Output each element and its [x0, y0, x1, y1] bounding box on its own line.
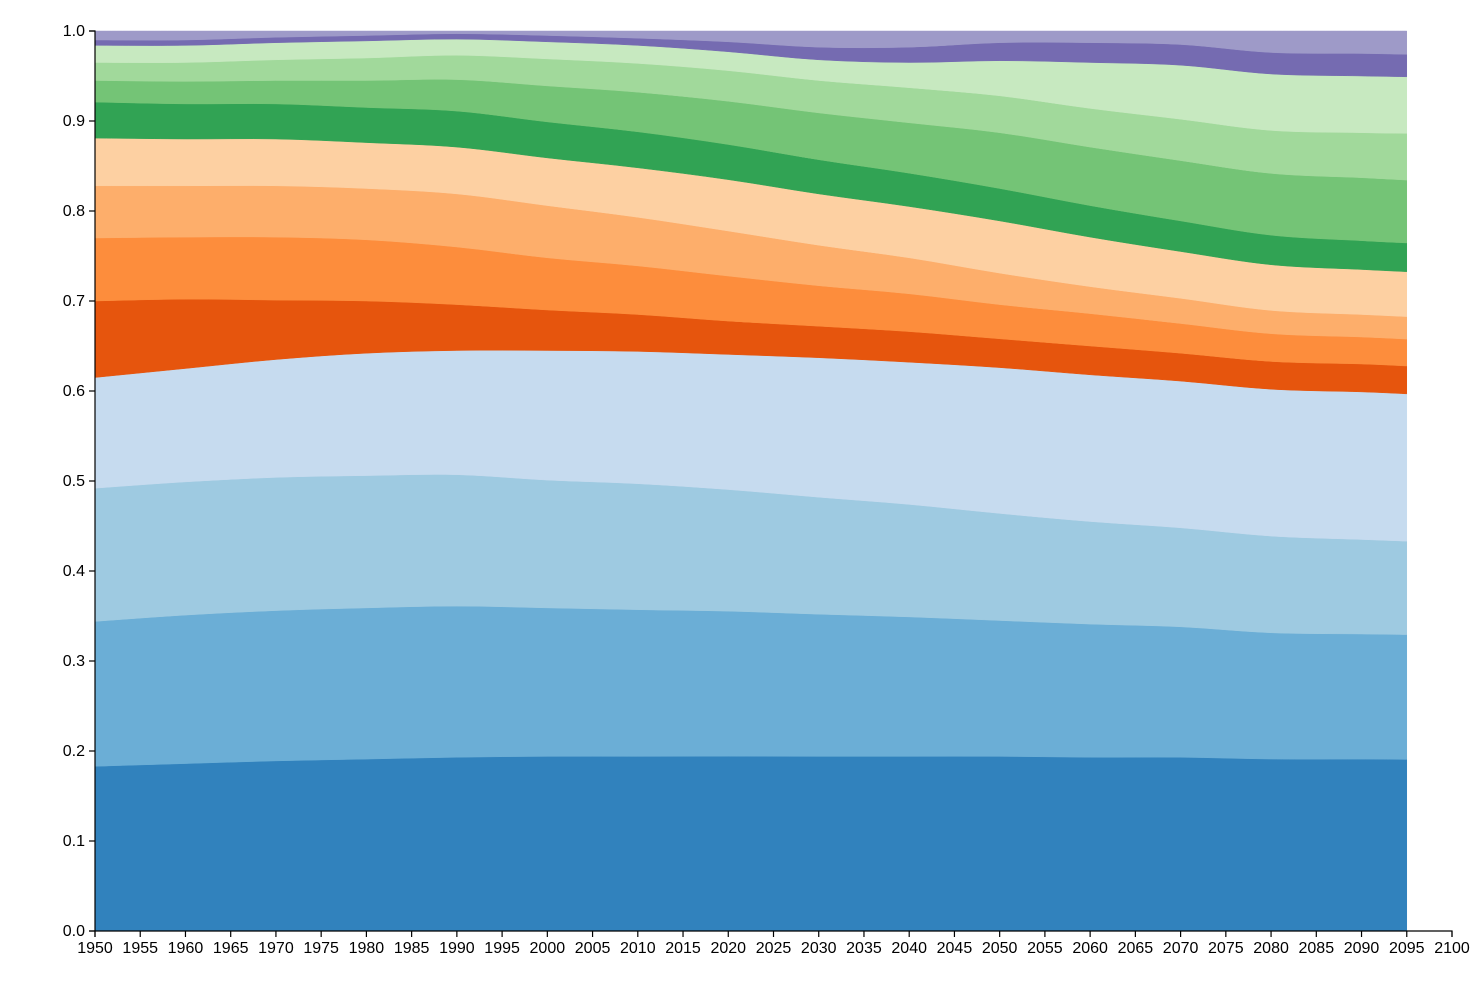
x-tick-label: 2005 [575, 940, 611, 957]
x-tick-label: 1965 [213, 940, 249, 957]
x-tick: 1975 [303, 931, 339, 957]
y-tick-label: 0.9 [63, 113, 85, 130]
x-tick: 2060 [1072, 931, 1108, 957]
x-tick: 1980 [349, 931, 385, 957]
x-tick: 2040 [891, 931, 927, 957]
x-tick: 2100 [1434, 931, 1470, 957]
x-tick-label: 2035 [846, 940, 882, 957]
area-layer-14 [94, 30, 1408, 55]
x-tick: 1955 [122, 931, 158, 957]
y-axis: 0.0 0.1 0.2 0.3 0.4 0.5 0.6 0.7 0.8 0.9 1.0 [63, 23, 96, 940]
y-tick-label: 0.7 [63, 293, 85, 310]
x-tick: 2020 [710, 931, 746, 957]
x-tick-label: 2055 [1027, 940, 1063, 957]
x-tick: 1985 [394, 931, 430, 957]
x-tick-label: 2040 [891, 940, 927, 957]
x-tick-label: 1955 [122, 940, 158, 957]
x-tick-label: 1985 [394, 940, 430, 957]
x-tick: 2085 [1299, 931, 1335, 957]
y-tick-label: 0.3 [63, 653, 85, 670]
x-tick-label: 2010 [620, 940, 656, 957]
x-tick-label: 2060 [1072, 940, 1108, 957]
y-tick-label: 0.8 [63, 203, 85, 220]
x-tick-label: 2080 [1253, 940, 1289, 957]
x-tick-label: 2095 [1389, 940, 1425, 957]
x-tick-label: 1970 [258, 940, 294, 957]
x-tick-label: 2085 [1299, 940, 1335, 957]
y-tick-label: 0.2 [63, 743, 85, 760]
y-tick-label: 1.0 [63, 23, 85, 40]
y-tick: 0.1 [63, 833, 95, 850]
x-tick-label: 2075 [1208, 940, 1244, 957]
x-tick: 2025 [756, 931, 792, 957]
x-tick: 1960 [168, 931, 204, 957]
x-tick-label: 2015 [665, 940, 701, 957]
x-tick-label: 2050 [982, 940, 1018, 957]
y-tick-label: 0.0 [63, 923, 85, 940]
y-tick: 0.3 [63, 653, 95, 670]
x-tick-label: 2100 [1434, 940, 1470, 957]
x-tick-label: 1995 [484, 940, 520, 957]
y-tick: 0.2 [63, 743, 95, 760]
x-tick: 1950 [77, 931, 113, 957]
x-tick-label: 1990 [439, 940, 475, 957]
x-tick: 2050 [982, 931, 1018, 957]
x-tick-label: 1980 [349, 940, 385, 957]
x-tick-label: 2020 [710, 940, 746, 957]
x-tick: 2075 [1208, 931, 1244, 957]
x-tick: 2080 [1253, 931, 1289, 957]
x-tick-label: 2025 [756, 940, 792, 957]
y-tick: 0.9 [63, 113, 95, 130]
x-tick-label: 2070 [1163, 940, 1199, 957]
x-tick-label: 2090 [1344, 940, 1380, 957]
x-tick: 2055 [1027, 931, 1063, 957]
x-tick-label: 1960 [168, 940, 204, 957]
x-tick: 2090 [1344, 931, 1380, 957]
y-tick: 0.6 [63, 383, 95, 400]
y-tick-label: 0.4 [63, 563, 85, 580]
x-tick: 2070 [1163, 931, 1199, 957]
x-tick: 1965 [213, 931, 249, 957]
x-axis: 1950 1955 1960 1965 1970 1975 1980 1985 1990 1995… [77, 930, 1470, 957]
x-tick: 2045 [937, 931, 973, 957]
x-tick: 2015 [665, 931, 701, 957]
y-tick: 1.0 [63, 23, 95, 40]
x-tick: 1970 [258, 931, 294, 957]
x-tick-label: 2045 [937, 940, 973, 957]
y-tick-label: 0.6 [63, 383, 85, 400]
x-tick: 2035 [846, 931, 882, 957]
x-tick: 2030 [801, 931, 837, 957]
x-tick: 1990 [439, 931, 475, 957]
x-tick-label: 1950 [77, 940, 113, 957]
x-tick: 1995 [484, 931, 520, 957]
x-tick: 2010 [620, 931, 656, 957]
x-tick: 2005 [575, 931, 611, 957]
area-layer-2 [94, 605, 1408, 767]
y-tick-label: 0.1 [63, 833, 85, 850]
x-tick-label: 2065 [1118, 940, 1154, 957]
x-tick: 2095 [1389, 931, 1425, 957]
x-tick-label: 2030 [801, 940, 837, 957]
y-tick: 0.8 [63, 203, 95, 220]
area-layer-1 [94, 755, 1408, 932]
x-tick-label: 2000 [530, 940, 566, 957]
x-tick-label: 1975 [303, 940, 339, 957]
y-tick: 0.0 [63, 923, 95, 940]
y-tick: 0.4 [63, 563, 95, 580]
area-layers [94, 30, 1408, 932]
x-tick: 2065 [1118, 931, 1154, 957]
y-tick: 0.7 [63, 293, 95, 310]
y-tick: 0.5 [63, 473, 95, 490]
x-tick: 2000 [530, 931, 566, 957]
y-tick-label: 0.5 [63, 473, 85, 490]
